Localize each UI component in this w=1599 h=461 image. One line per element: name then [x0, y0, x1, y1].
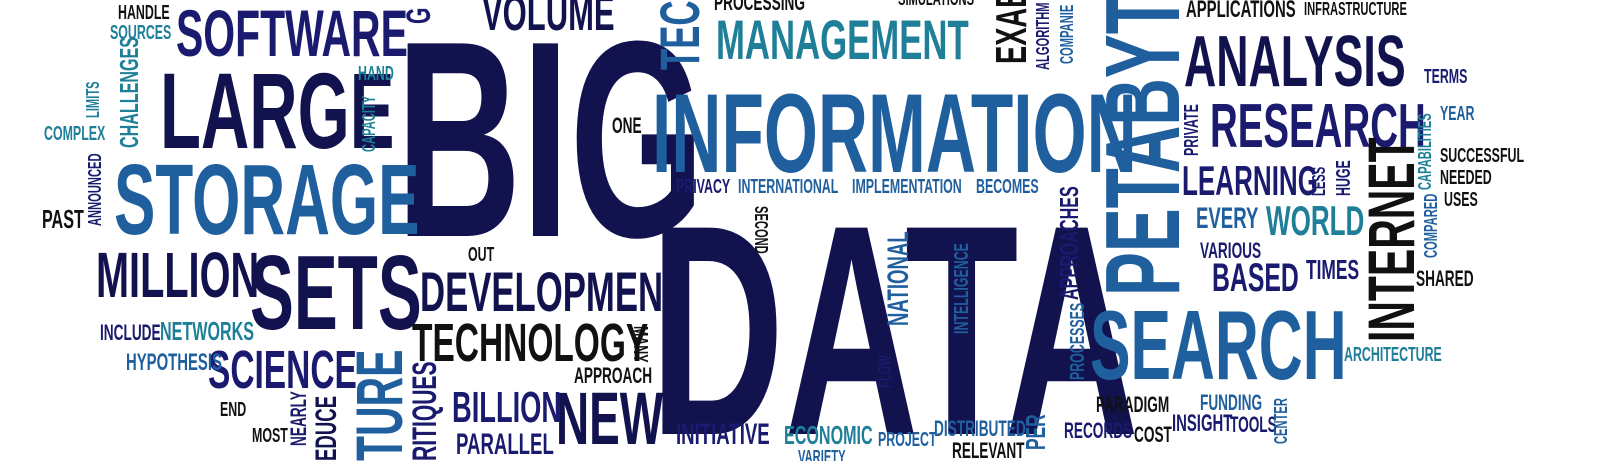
word-applications: APPLICATIONS: [1186, 0, 1296, 23]
word-sources: SOURCES: [110, 22, 172, 44]
word-insight: INSIGHT: [1172, 410, 1233, 437]
word-based: BASED: [1212, 256, 1299, 300]
word-shared: SHARED: [1416, 266, 1474, 291]
word-various: VARIOUS: [1200, 238, 1262, 263]
word-per: PER: [1020, 414, 1051, 450]
word-intelligence: INTELLIGENCE: [951, 243, 973, 334]
word-records: RECORDS: [1064, 418, 1133, 443]
word-many: MANY: [629, 326, 651, 363]
word-include: INCLUDE: [100, 320, 161, 345]
word-exab: EXAB: [987, 0, 1036, 64]
word-cost: COST: [1134, 422, 1172, 447]
word-funding: FUNDING: [1200, 390, 1263, 415]
word-science: SCIENCE: [208, 340, 357, 400]
word-flow: FLOW: [875, 355, 895, 388]
word-ritiques: RITIQUES: [406, 361, 444, 461]
word-compared: COMPARED: [1421, 193, 1441, 258]
word-international: INTERNATIONAL: [738, 176, 839, 198]
word-handle: HANDLE: [118, 2, 170, 24]
word-information: INFORMATION: [652, 71, 1137, 196]
word-research: RESEARCH: [1210, 92, 1426, 161]
word-networks: NETWORKS: [160, 316, 255, 346]
word-second: SECOND: [751, 206, 771, 254]
word-one: ONE: [612, 113, 642, 138]
word-needed: NEEDED: [1440, 167, 1492, 189]
word-management: MANAGEMENT: [716, 8, 969, 71]
word-distributed: DISTRIBUTED: [934, 416, 1026, 441]
word-center: CENTER: [1271, 398, 1291, 444]
word-large: LARGE: [160, 50, 395, 171]
word-privacy: PRIVACY: [676, 176, 731, 198]
word-search: SEARCH: [1090, 290, 1347, 400]
word-processing: PROCESSING: [714, 0, 805, 15]
word-infrastructure: INFRASTRUCTURE: [1304, 0, 1407, 19]
word-most: MOST: [252, 425, 288, 447]
word-past: PAST: [42, 204, 84, 234]
word-challenges: CHALLENGES: [114, 36, 144, 148]
word-sets: SETS: [250, 234, 422, 352]
word-successful: SUCCESSFUL: [1440, 145, 1525, 167]
word-huge: HUGE: [1333, 160, 1355, 196]
word-processes: PROCESSES: [1067, 302, 1089, 380]
word-variety: VARIETY: [798, 447, 846, 461]
word-terms: TERMS: [1424, 66, 1468, 88]
word-complex: COMPLEX: [44, 123, 106, 145]
word-initiative: INITIATIVE: [676, 418, 770, 451]
word-ture: TURE: [342, 349, 416, 461]
word-tools: TOOLS: [1230, 412, 1277, 437]
word-announced: ANNOUNCED: [85, 153, 105, 226]
word-technology: TECHNOLOGY: [412, 313, 649, 373]
word-every: EVERY: [1196, 202, 1259, 235]
word-new: NEW: [556, 377, 664, 460]
word-software: SOFTWARE: [176, 0, 408, 70]
word-million: MILLION: [96, 239, 260, 311]
word-companie: COMPANIE: [1057, 4, 1077, 64]
word-nearly: NEARLY: [286, 391, 311, 446]
word-development: DEVELOPMENT: [420, 260, 685, 323]
word-parallel: PARALLEL: [456, 428, 554, 461]
word-uses: USES: [1444, 189, 1478, 211]
word-world: WORLD: [1266, 197, 1365, 244]
word-architecture: ARCHITECTURE: [1344, 344, 1442, 366]
word-project: PROJECT: [878, 429, 937, 451]
word-algorithm: ALGORITHM: [1033, 2, 1053, 70]
word-hypothesis: HYPOTHESIS: [126, 349, 222, 376]
word-billion: BILLION: [452, 383, 562, 432]
word-national: NATIONAL: [882, 231, 915, 326]
word-end: END: [220, 399, 247, 421]
word-less: LESS: [1309, 166, 1329, 196]
word-volume: VOLUME: [482, 0, 615, 41]
word-tec: TEC: [648, 0, 711, 71]
word-big: BIG: [396, 0, 705, 296]
word-year: YEAR: [1440, 103, 1475, 125]
word-relevant: RELEVANT: [952, 438, 1025, 461]
word-private: PRIVATE: [1181, 104, 1203, 156]
word-hand: HAND: [358, 63, 394, 85]
word-data: DATA: [650, 162, 1139, 461]
word-approaches: APPROACHES: [1054, 186, 1084, 300]
word-approach: APPROACH: [574, 363, 653, 388]
word-simulations: SIMULATIONS: [898, 0, 974, 8]
word-limits: LIMITS: [83, 81, 103, 118]
word-storage: STORAGE: [114, 144, 420, 256]
word-capacity: CAPACITY: [359, 95, 379, 152]
word-times: TIMES: [1306, 254, 1360, 285]
word-g: G: [400, 7, 438, 25]
word-paradigm: PARADIGM: [1096, 392, 1170, 417]
word-analysis: ANALYSIS: [1184, 22, 1406, 102]
word-economic: ECONOMIC: [784, 420, 873, 450]
word-capabilities: CAPABILITIES: [1415, 113, 1435, 190]
word-becomes: BECOMES: [976, 176, 1039, 198]
word-out: OUT: [468, 244, 495, 266]
word-implementation: IMPLEMENTATION: [852, 176, 962, 198]
word-learning: LEARNING: [1182, 157, 1318, 204]
word-educe: EDUCE: [310, 395, 343, 461]
